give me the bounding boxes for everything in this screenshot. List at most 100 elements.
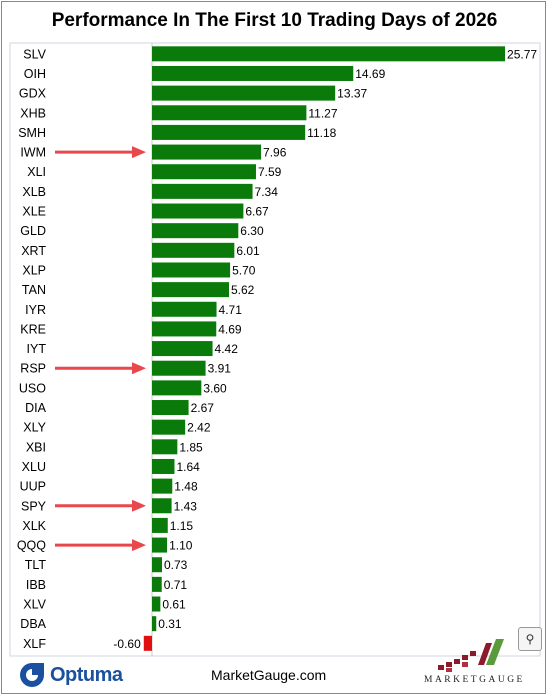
tick-label-xle: XLE <box>22 205 46 219</box>
tick-label-dia: DIA <box>25 401 47 415</box>
tick-label-xlk: XLK <box>22 519 46 533</box>
bar-gld <box>152 223 239 239</box>
tick-label-gld: GLD <box>20 224 46 238</box>
highlight-arrow-spy <box>55 499 146 512</box>
optuma-brand: Optuma <box>18 660 123 690</box>
data-label-tlt: 0.73 <box>164 558 188 572</box>
data-label-oih: 14.69 <box>355 67 385 81</box>
data-label-xhb: 11.27 <box>308 106 337 120</box>
tick-label-tan: TAN <box>22 283 46 297</box>
tick-label-spy: SPY <box>21 499 47 513</box>
highlight-arrow-qqq <box>55 539 146 552</box>
data-label-gld: 6.30 <box>240 224 264 238</box>
magnifier-icon[interactable]: ⚲ <box>518 627 542 651</box>
bar-iyr <box>152 301 217 317</box>
bar-gdx <box>152 85 336 101</box>
bar-iwm <box>152 144 262 160</box>
bar-spy <box>152 498 172 514</box>
bar-xbi <box>152 439 178 455</box>
tick-label-oih: OIH <box>24 67 46 81</box>
tick-label-ibb: IBB <box>26 578 46 592</box>
data-label-iwm: 7.96 <box>263 146 287 160</box>
tick-label-xrt: XRT <box>21 244 46 258</box>
bar-xlf <box>143 635 152 651</box>
marketgauge-logo-icon <box>438 639 504 672</box>
tick-label-xlu: XLU <box>22 460 46 474</box>
tick-label-tlt: TLT <box>25 558 47 572</box>
data-label-kre: 4.69 <box>218 322 242 336</box>
bar-smh <box>152 124 306 140</box>
tick-label-xbi: XBI <box>26 440 46 454</box>
data-label-ibb: 0.71 <box>164 578 188 592</box>
bar-ibb <box>152 576 162 592</box>
highlight-arrow-rsp <box>55 362 146 375</box>
tick-label-xli: XLI <box>27 165 46 179</box>
bar-xhb <box>152 105 307 121</box>
highlight-arrow-iwm <box>55 146 146 159</box>
tick-label-smh: SMH <box>18 126 46 140</box>
bar-xle <box>152 203 244 219</box>
data-label-iyr: 4.71 <box>219 303 243 317</box>
footer-source: MarketGauge.com <box>211 667 327 683</box>
tick-label-xlp: XLP <box>22 263 46 277</box>
tick-label-gdx: GDX <box>19 87 47 101</box>
data-label-spy: 1.43 <box>174 499 198 513</box>
marketgauge-brand: MARKETGAUGE <box>424 635 524 693</box>
data-label-xlv: 0.61 <box>162 598 186 612</box>
data-label-uso: 3.60 <box>203 381 227 395</box>
tick-label-slv: SLV <box>23 47 46 61</box>
chart-title: Performance In The First 10 Trading Days… <box>51 10 498 31</box>
tick-label-iyt: IYT <box>27 342 47 356</box>
data-label-xrt: 6.01 <box>236 244 260 258</box>
bar-kre <box>152 321 217 337</box>
data-label-xlk: 1.15 <box>170 519 194 533</box>
tick-label-xly: XLY <box>23 421 46 435</box>
bar-xlu <box>152 458 175 474</box>
data-label-rsp: 3.91 <box>208 362 232 376</box>
bar-xrt <box>152 242 235 258</box>
bar-xlb <box>152 183 253 199</box>
tick-label-qqq: QQQ <box>17 539 46 553</box>
data-label-qqq: 1.10 <box>169 539 193 553</box>
bar-xli <box>152 164 256 180</box>
bar-iyt <box>152 341 213 357</box>
data-label-uup: 1.48 <box>174 480 198 494</box>
tick-label-kre: KRE <box>20 322 46 336</box>
optuma-logo-icon <box>20 663 44 687</box>
data-label-iyt: 4.42 <box>215 342 239 356</box>
data-label-xlb: 7.34 <box>255 185 279 199</box>
tick-label-xlf: XLF <box>23 637 46 651</box>
data-label-dia: 2.67 <box>191 401 215 415</box>
bar-tan <box>152 282 229 298</box>
data-label-xlp: 5.70 <box>232 263 256 277</box>
data-label-xly: 2.42 <box>187 421 211 435</box>
data-label-slv: 25.77 <box>507 47 537 61</box>
tick-label-xlv: XLV <box>23 598 46 612</box>
plot-area <box>9 42 541 657</box>
bar-uup <box>152 478 173 494</box>
tick-label-dba: DBA <box>20 617 46 631</box>
bar-uso <box>152 380 202 396</box>
tick-label-rsp: RSP <box>20 362 46 376</box>
bar-tlt <box>152 557 163 573</box>
tick-label-iwm: IWM <box>20 146 46 160</box>
data-label-gdx: 13.37 <box>337 87 367 101</box>
data-label-dba: 0.31 <box>158 617 182 631</box>
bar-rsp <box>152 360 206 376</box>
bar-xlv <box>152 596 161 612</box>
tick-label-uup: UUP <box>20 480 46 494</box>
bar-dba <box>152 616 157 632</box>
data-label-tan: 5.62 <box>231 283 255 297</box>
data-label-smh: 11.18 <box>307 126 336 140</box>
data-label-xbi: 1.85 <box>179 440 203 454</box>
bar-xly <box>152 419 186 435</box>
tick-label-uso: USO <box>19 381 46 395</box>
bar-slv <box>152 46 506 62</box>
data-label-xli: 7.59 <box>258 165 282 179</box>
tick-label-iyr: IYR <box>25 303 46 317</box>
bar-xlk <box>152 517 168 533</box>
data-label-xle: 6.67 <box>245 205 269 219</box>
data-label-xlu: 1.64 <box>176 460 200 474</box>
bar-oih <box>152 65 354 81</box>
